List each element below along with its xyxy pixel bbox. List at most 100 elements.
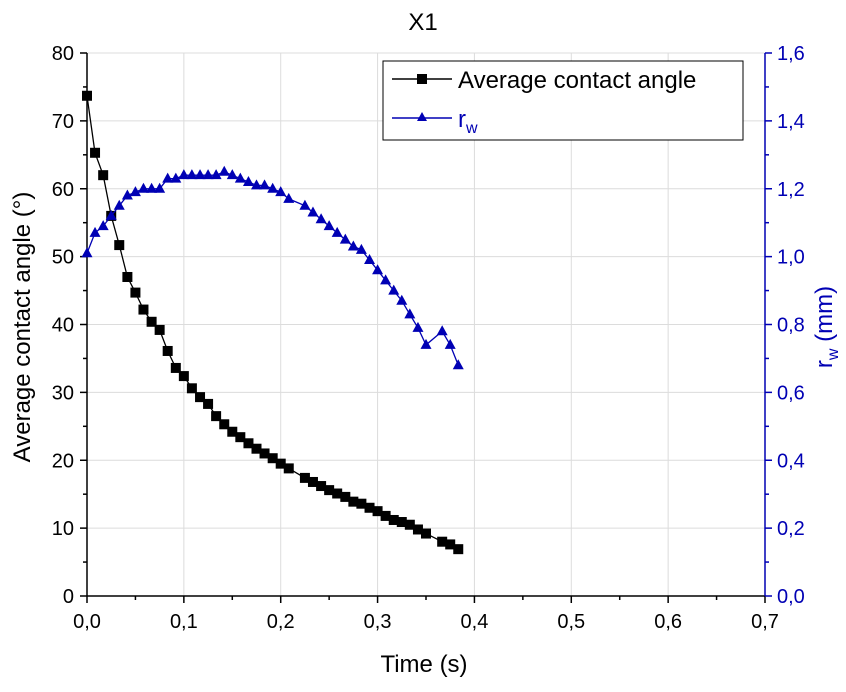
y-axis-label: Average contact angle (°) [9,192,36,463]
data-point-average-contact-angle [154,324,165,335]
y2-tick-label: 1,2 [777,179,805,201]
data-point-rw [315,213,327,224]
data-point-average-contact-angle [122,271,133,282]
y-tick-label: 80 [52,43,74,65]
data-point-rw [307,206,319,217]
data-point-rw [170,172,182,183]
y-tick-label: 10 [52,518,74,540]
data-point-rw [113,199,125,210]
y-tick-label: 60 [52,179,74,201]
data-point-rw [210,169,222,180]
data-point-average-contact-angle [380,510,391,521]
x-tick-label: 0,0 [73,611,101,633]
legend-label-rw-main: r [458,106,466,133]
data-point-rw [89,226,101,237]
x-tick-label: 0,4 [461,611,489,633]
data-point-rw [226,169,238,180]
data-point-rw [234,172,246,183]
data-point-average-contact-angle [243,438,254,449]
y2-axis-label-suffix: (mm) [811,286,838,349]
data-point-average-contact-angle [388,514,399,525]
y-tick-label: 20 [52,450,74,472]
data-point-rw [299,199,311,210]
y2-axis-label: rw (mm) [811,286,842,368]
y2-tick-label: 0,0 [777,586,805,608]
x-tick-label: 0,1 [170,611,198,633]
data-point-average-contact-angle [235,432,246,443]
data-point-rw [97,220,109,231]
data-point-rw [275,186,287,197]
data-point-average-contact-angle [316,481,327,492]
series-line-rw [86,171,459,366]
y2-axis-label-sub: w [825,348,842,361]
data-point-average-contact-angle [90,147,101,158]
data-point-average-contact-angle [259,448,270,459]
data-point-average-contact-angle [396,517,407,528]
data-point-rw [178,169,190,180]
data-point-rw [81,247,93,258]
y-tick-label: 40 [52,315,74,337]
y2-tick-label: 0,6 [777,382,805,404]
x-axis-label: Time (s) [380,651,467,678]
y2-axis-label-main: r [811,360,838,368]
data-point-rw [396,294,408,305]
chart-title: X1 [408,9,437,36]
y-tick-label: 50 [52,247,74,269]
data-point-average-contact-angle [340,491,351,502]
data-point-rw [194,169,206,180]
data-point-rw [283,192,295,203]
data-point-rw [129,186,141,197]
data-point-rw [339,233,351,244]
y-tick-label: 0 [63,586,74,608]
y-tick-label: 30 [52,382,74,404]
data-point-average-contact-angle [275,458,286,469]
data-point-rw [388,284,400,295]
y2-tick-label: 1,6 [777,43,805,65]
legend-label-average-contact-angle: Average contact angle [458,67,696,94]
legend-box [382,60,744,141]
data-point-average-contact-angle [82,90,92,101]
y2-tick-label: 0,8 [777,315,805,337]
data-point-rw [218,165,230,176]
legend: Average contact angle rw [382,60,744,141]
data-point-rw [372,264,384,275]
data-point-average-contact-angle [146,316,157,327]
legend-label-rw: rw [458,106,478,137]
data-point-average-contact-angle [227,426,238,437]
data-point-rw [444,338,456,349]
data-point-rw [331,226,343,237]
x-tick-label: 0,7 [751,611,779,633]
data-point-rw [251,179,262,190]
data-point-average-contact-angle [186,383,197,394]
x-tick-label: 0,3 [364,611,392,633]
legend-label-rw-sub: w [465,120,478,137]
data-point-average-contact-angle [162,345,173,356]
data-point-average-contact-angle [219,419,230,430]
data-point-rw [186,169,198,180]
y-tick-label: 70 [52,111,74,133]
data-point-average-contact-angle [324,485,335,496]
data-point-rw [105,209,117,220]
grid-lines [87,52,766,596]
data-point-average-contact-angle [178,371,189,382]
data-point-average-contact-angle [412,524,423,535]
data-point-average-contact-angle [299,472,310,483]
series-line-average-contact-angle [86,95,459,550]
data-point-rw [452,359,464,370]
data-point-rw [380,274,392,285]
data-point-average-contact-angle [437,536,448,547]
data-point-average-contact-angle [203,398,214,409]
data-point-average-contact-angle [138,304,149,315]
legend-marker-average-contact-angle [417,74,427,84]
data-point-rw [154,182,166,193]
data-point-average-contact-angle [421,528,431,539]
data-point-average-contact-angle [170,362,181,373]
data-point-average-contact-angle [332,488,343,499]
data-point-average-contact-angle [445,539,456,550]
data-point-rw [323,220,335,231]
legend-marker-rw [417,112,427,121]
data-point-average-contact-angle [130,287,141,298]
data-point-average-contact-angle [348,496,359,507]
y2-tick-label: 1,4 [777,111,805,133]
